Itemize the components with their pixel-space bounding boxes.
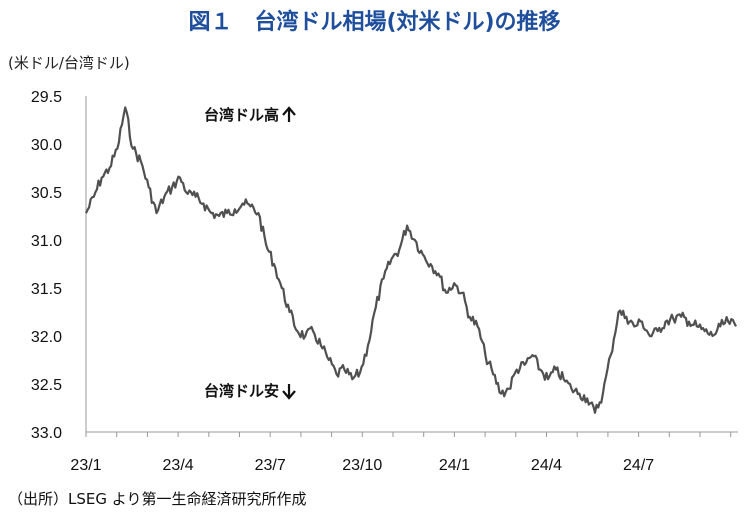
arrow-up-icon: [282, 106, 296, 122]
y-tick-label: 32.5: [31, 377, 62, 394]
y-axis-unit-label: (米ドル/台湾ドル): [8, 54, 130, 72]
y-tick-label: 30.5: [31, 185, 62, 202]
arrow-down-icon: [282, 384, 296, 400]
series-line: [85, 106, 737, 414]
x-tick-label: 23/4: [163, 457, 194, 474]
x-tick-label: 23/10: [342, 457, 382, 474]
x-tick-label: 24/7: [623, 457, 654, 474]
x-tick-label: 24/4: [531, 457, 562, 474]
annotation-top: 台湾ドル高: [204, 106, 279, 124]
y-axis-ticks: 29.5 30.0 30.5 31.0 31.5 32.0 32.5 33.0: [31, 89, 62, 442]
y-tick-label: 30.0: [31, 137, 62, 154]
x-axis-ticks: 23/1 23/4 23/7 23/10 24/1 24/4 24/7: [70, 432, 732, 474]
y-tick-label: 33.0: [31, 425, 62, 442]
x-tick-label: 23/1: [70, 457, 101, 474]
annotation-bottom: 台湾ドル安: [204, 382, 279, 400]
y-tick-label: 29.5: [31, 89, 62, 106]
x-tick-label: 24/1: [439, 457, 470, 474]
source-note: （出所）LSEG より第一生命経済研究所作成: [8, 490, 307, 508]
axes: [85, 96, 738, 433]
y-tick-label: 31.0: [31, 233, 62, 250]
y-tick-label: 31.5: [31, 281, 62, 298]
chart-title: 図１ 台湾ドル相場(対米ドル)の推移: [188, 10, 561, 35]
x-tick-label: 23/7: [255, 457, 286, 474]
y-tick-label: 32.0: [31, 329, 62, 346]
